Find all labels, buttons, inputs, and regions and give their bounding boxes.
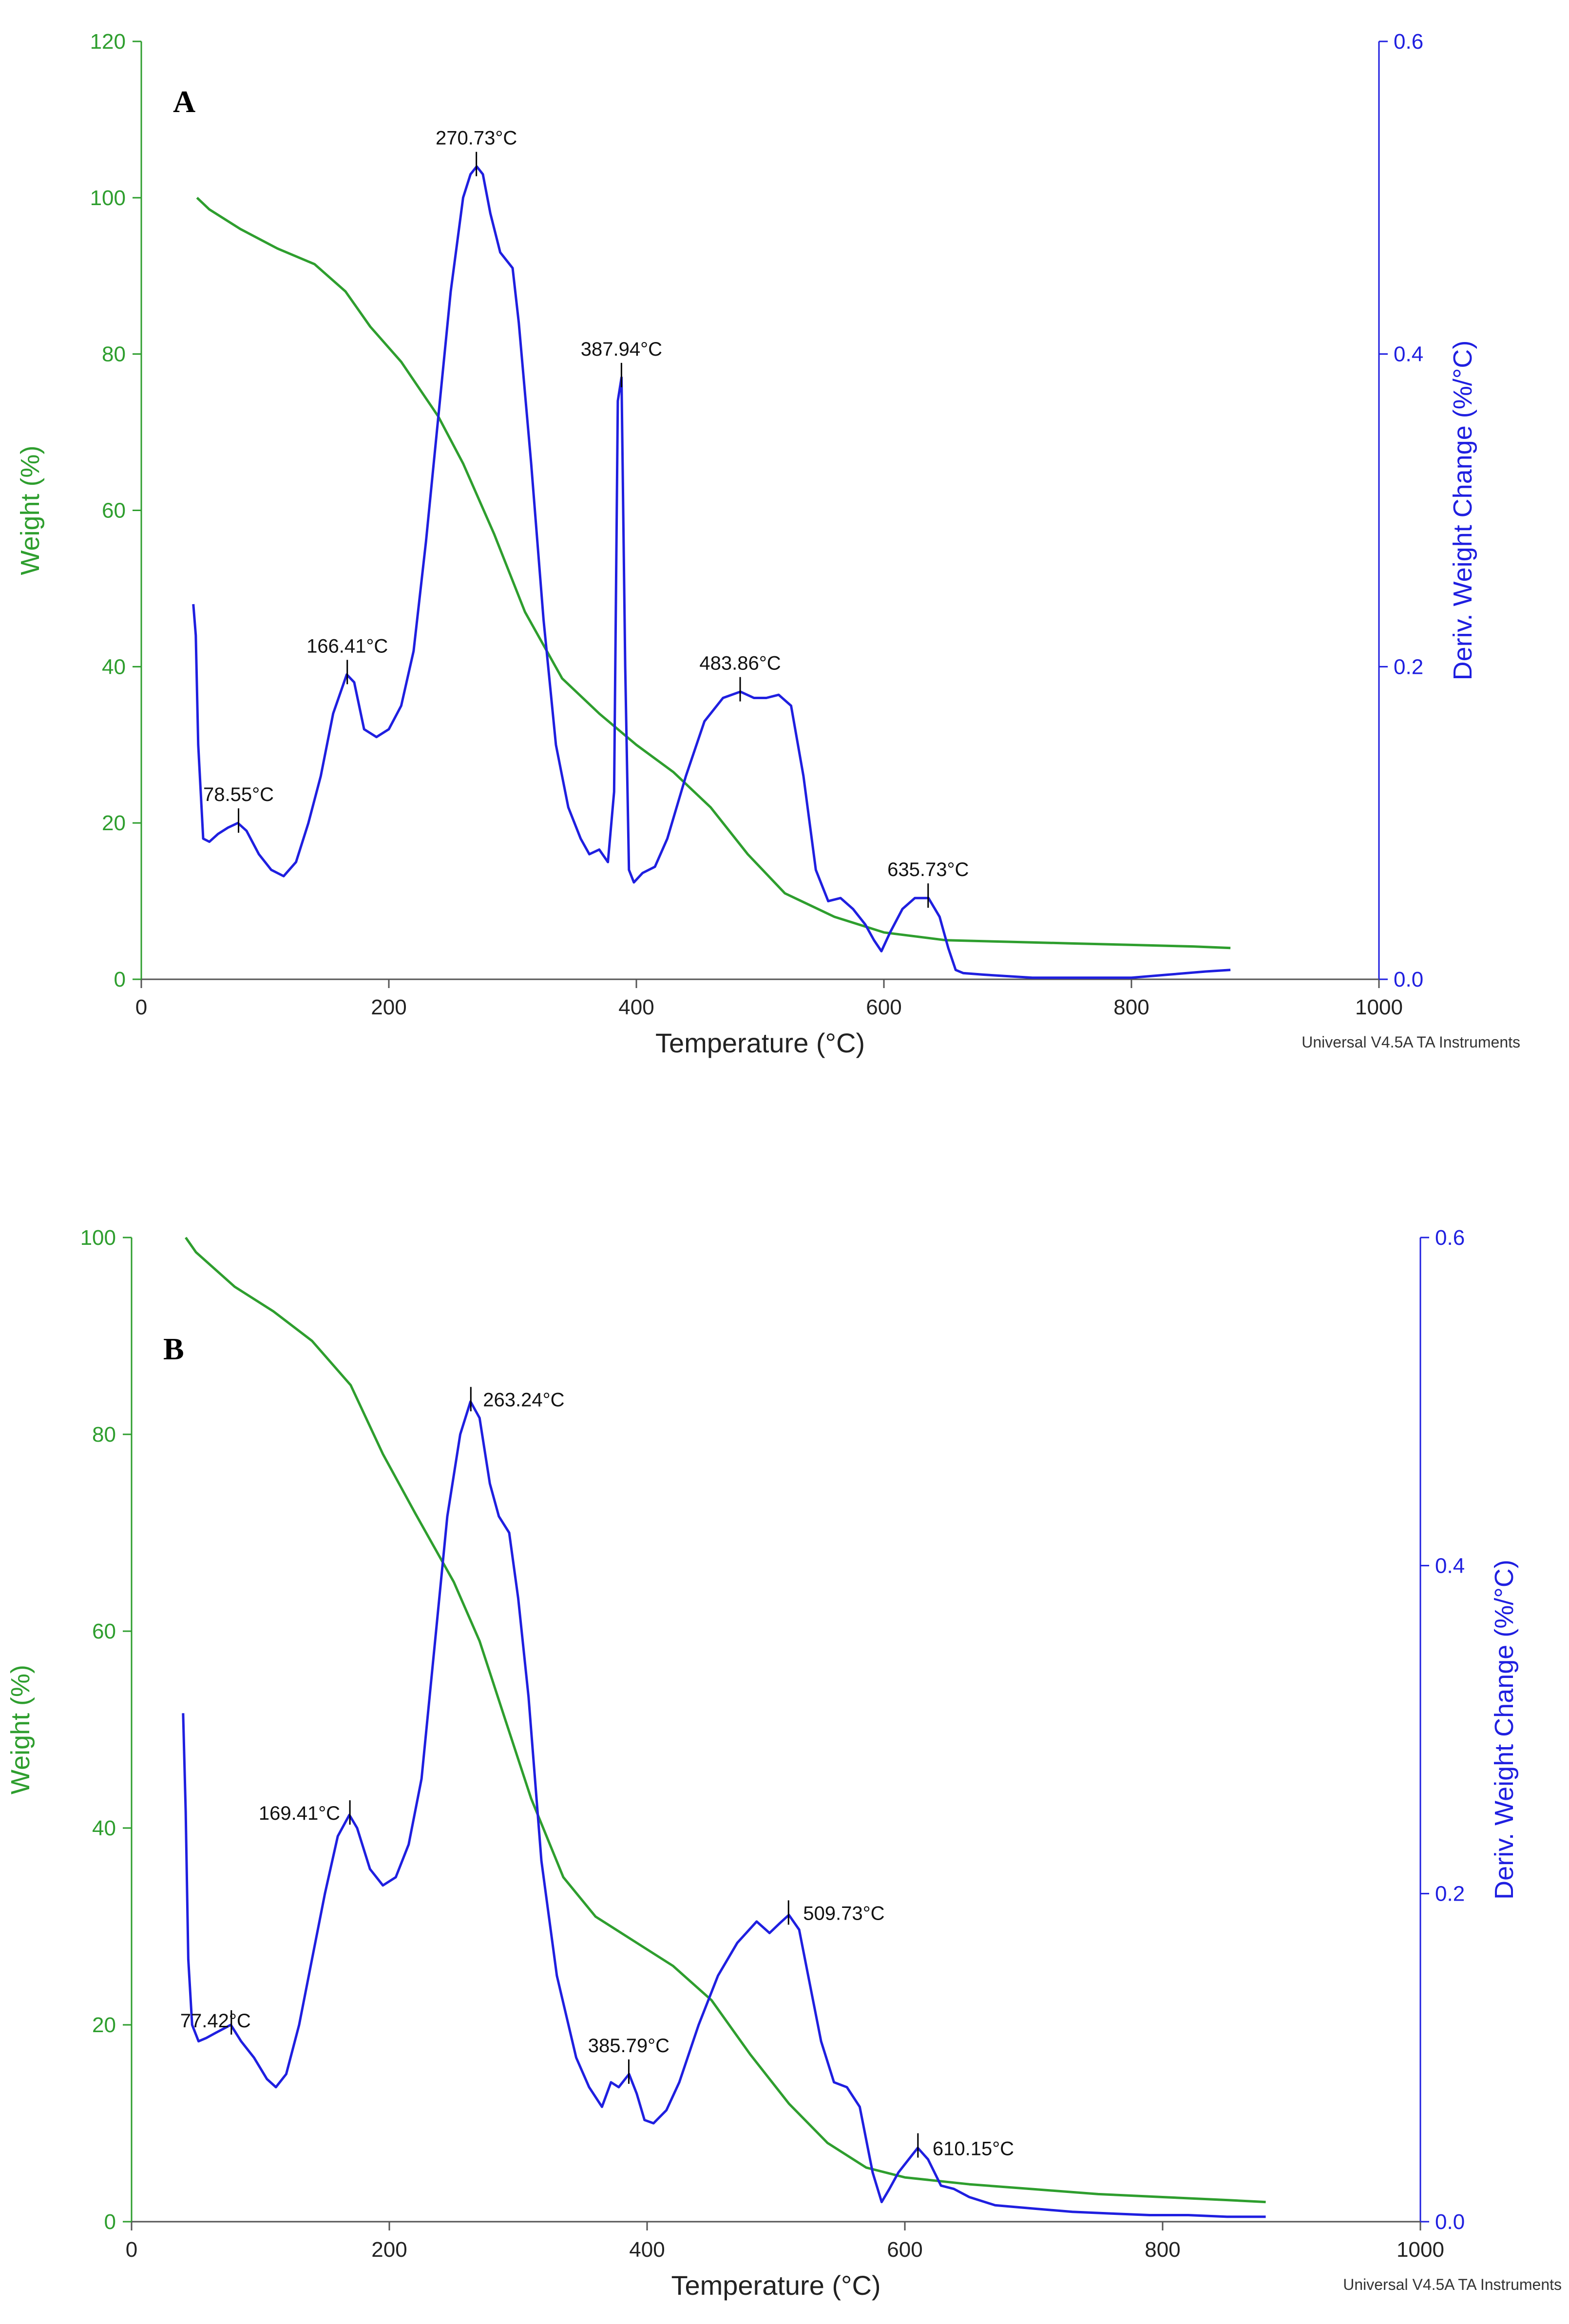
peak-label: 263.24°C xyxy=(483,1390,564,1411)
y-right-tick-label: 0.0 xyxy=(1394,968,1423,991)
instrument-watermark: Universal V4.5A TA Instruments xyxy=(1301,1033,1520,1051)
y-left-tick-label: 120 xyxy=(90,30,126,54)
y-left-tick-label: 40 xyxy=(92,1816,116,1840)
peak-label: 166.41°C xyxy=(306,635,388,657)
x-tick-label: 1000 xyxy=(1355,995,1403,1019)
peak-label: 610.15°C xyxy=(933,2138,1014,2160)
y-left-tick-label: 80 xyxy=(102,343,126,366)
y-right-axis-title: Deriv. Weight Change (%/°C) xyxy=(1490,1560,1519,1900)
y-right-tick-label: 0.6 xyxy=(1394,30,1423,54)
y-right-tick-label: 0.2 xyxy=(1435,1882,1465,1906)
panel-letter: A xyxy=(173,84,195,119)
y-left-tick-label: 0 xyxy=(114,968,126,991)
weight-curve xyxy=(185,1237,1266,2204)
peak-label: 169.41°C xyxy=(259,1803,340,1824)
x-tick-label: 200 xyxy=(371,2238,407,2262)
x-tick-label: 200 xyxy=(371,995,406,1019)
y-left-tick-label: 100 xyxy=(90,186,126,210)
y-right-tick-label: 0.2 xyxy=(1394,655,1423,679)
y-right-tick-label: 0.4 xyxy=(1435,1554,1465,1578)
x-tick-label: 800 xyxy=(1113,995,1149,1019)
x-tick-label: 0 xyxy=(126,2238,137,2262)
deriv-weight-curve xyxy=(192,165,1231,979)
y-left-tick-label: 60 xyxy=(102,499,126,523)
instrument-watermark: Universal V4.5A TA Instruments xyxy=(1343,2276,1562,2293)
x-axis-title: Temperature (°C) xyxy=(655,1028,865,1058)
y-left-tick-label: 20 xyxy=(92,2013,116,2037)
deriv-weight-curve xyxy=(182,1400,1266,2218)
panel-letter: B xyxy=(163,1332,184,1366)
y-left-tick-label: 0 xyxy=(104,2210,116,2234)
x-tick-label: 0 xyxy=(135,995,147,1019)
y-left-tick-label: 20 xyxy=(102,811,126,835)
x-axis-title: Temperature (°C) xyxy=(671,2270,880,2301)
chart-panel-a: 0 200 400 600 800 1000 0 20 40 60 80 100 120 0.0 0.2 0.… xyxy=(16,30,1520,1058)
y-left-axis-title: Weight (%) xyxy=(6,1665,35,1794)
peak-label: 387.94°C xyxy=(581,339,662,360)
y-left-tick-label: 80 xyxy=(92,1423,116,1447)
chart-panel-b: 0 200 400 600 800 1000 0 20 40 60 80 100 0.0 0.2 0.4 0.… xyxy=(6,1226,1562,2301)
y-left-tick-label: 100 xyxy=(80,1226,116,1250)
peak-label: 270.73°C xyxy=(436,128,517,149)
y-left-tick-label: 40 xyxy=(102,655,126,679)
y-right-tick-label: 0.6 xyxy=(1435,1226,1465,1250)
weight-curve xyxy=(196,196,1231,950)
x-tick-label: 400 xyxy=(629,2238,665,2262)
y-right-tick-label: 0.4 xyxy=(1394,343,1423,366)
peak-label: 77.42°C xyxy=(180,2010,251,2032)
x-tick-label: 600 xyxy=(866,995,901,1019)
x-tick-label: 600 xyxy=(887,2238,922,2262)
peak-label: 385.79°C xyxy=(588,2035,670,2057)
peak-label: 509.73°C xyxy=(803,1903,884,1924)
x-tick-label: 800 xyxy=(1145,2238,1180,2262)
y-left-tick-label: 60 xyxy=(92,1619,116,1643)
peak-label: 635.73°C xyxy=(887,859,969,880)
y-right-axis-title: Deriv. Weight Change (%/°C) xyxy=(1448,341,1477,681)
y-left-axis-title: Weight (%) xyxy=(16,445,45,575)
y-right-tick-label: 0.0 xyxy=(1435,2210,1465,2234)
peak-label: 78.55°C xyxy=(203,784,274,805)
peak-label: 483.86°C xyxy=(699,653,781,674)
x-tick-label: 1000 xyxy=(1397,2238,1444,2262)
x-tick-label: 400 xyxy=(618,995,654,1019)
